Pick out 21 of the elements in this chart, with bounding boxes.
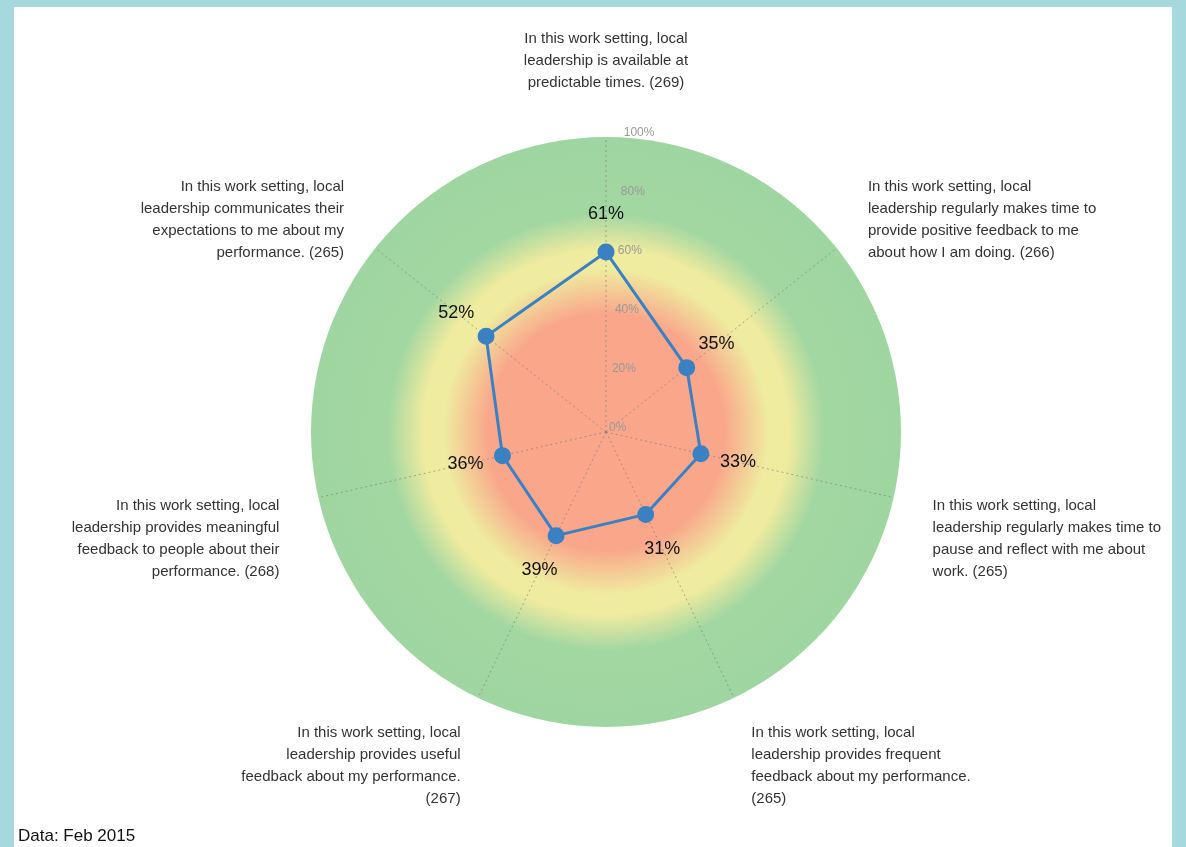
spoke-label: In this work setting, local leadership regularly makes time to pause and reflect with me about work. (265) [931,496,1162,580]
data-label: 31% [644,537,681,558]
y-tick-label: 80% [620,184,646,199]
y-tick-label: 40% [614,302,640,317]
data-label: 33% [719,451,756,472]
y-tick-label: 20% [611,361,637,376]
spoke-label: In this work setting, local leadership provides frequent feedback about my performance. (265) [751,723,971,807]
spoke-label: In this work setting, local leadership communicates their expectations to me about my performance. (265) [140,176,345,260]
y-tick-label: 100% [623,125,655,140]
data-label: 36% [447,453,484,474]
spoke-label: In this work setting, local leadership regularly makes time to provide positive feedback to me about how I am doing. (266) [867,176,1097,260]
y-tick-label: 60% [617,243,643,258]
data-label: 61% [587,203,625,224]
data-label: 52% [438,301,475,322]
data-label: 35% [698,332,735,353]
spoke-label: In this work setting, local leadership provides useful feedback about my performance. (267) [241,723,461,807]
text: Data: Feb 2015 [18,826,136,845]
data-label: 39% [521,558,558,579]
spoke-label: In this work setting, local leadership is available at predictable times. (269) [523,28,689,90]
y-tick-label: 0% [609,420,627,434]
spoke-label: In this work setting, local leadership provides meaningful feedback to people about their performance. (268) [71,496,280,580]
